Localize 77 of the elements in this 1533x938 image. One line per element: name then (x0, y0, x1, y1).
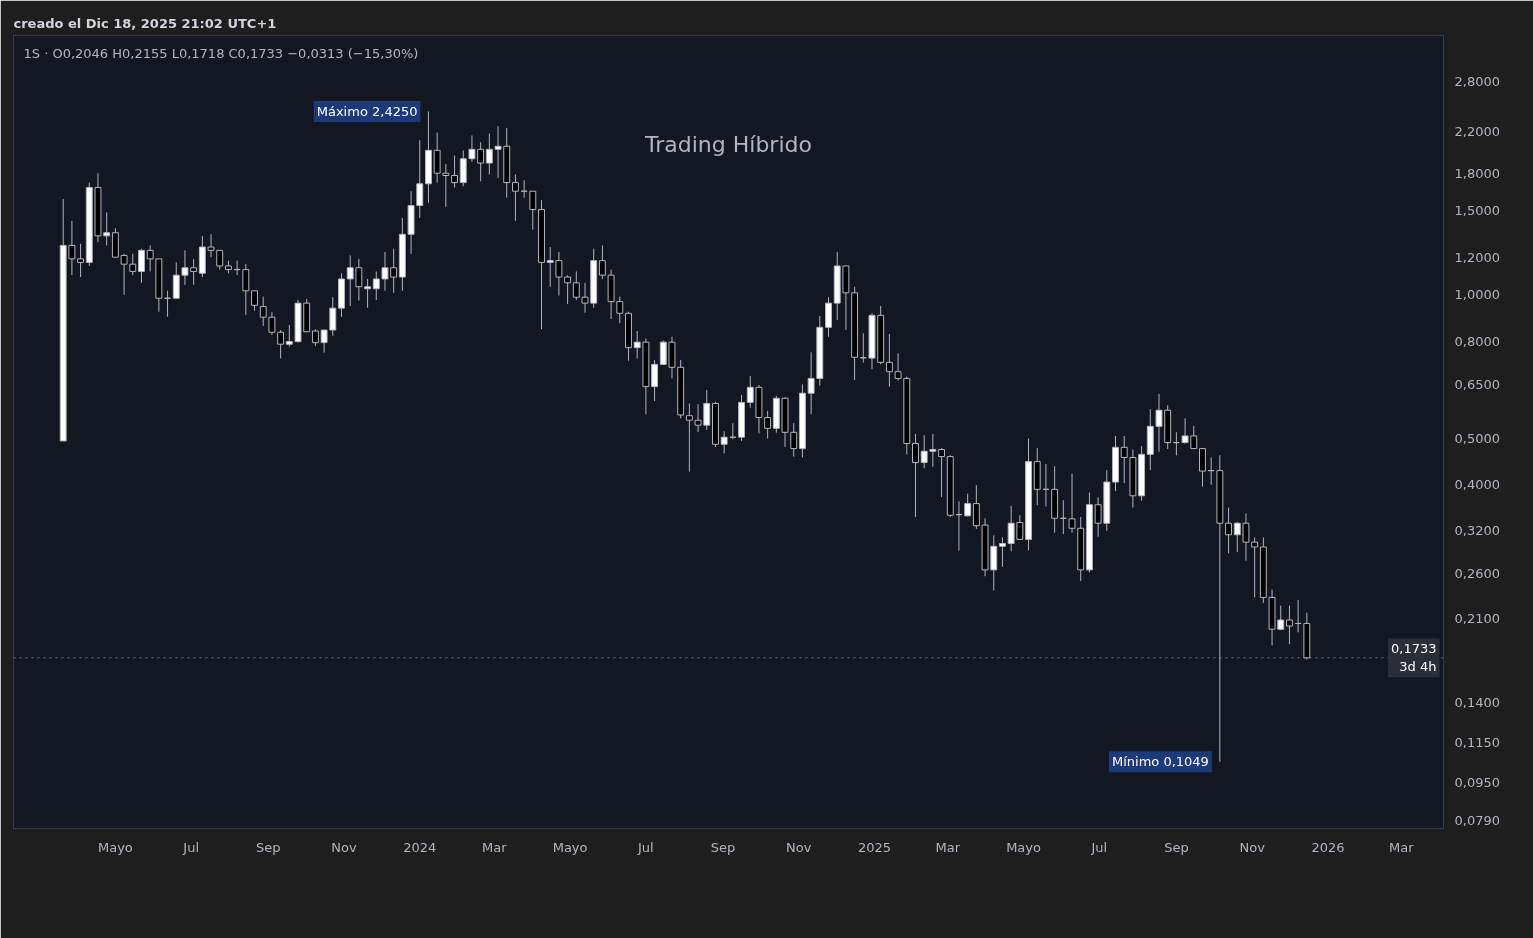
y-tick-label: 1,8000 (1454, 165, 1500, 181)
x-tick-label: Nov (331, 839, 357, 855)
x-tick-label: Jul (637, 839, 654, 855)
x-tick-label: Jul (182, 839, 200, 855)
candlestick (1285, 605, 1293, 645)
y-tick-label: 2,8000 (1454, 74, 1500, 90)
candlestick (1068, 473, 1076, 534)
x-tick-label: 2024 (403, 839, 437, 855)
x-tick-label: 2025 (857, 839, 892, 855)
y-tick-label: 0,5000 (1454, 430, 1500, 446)
x-tick-label: Mar (482, 839, 508, 855)
candlestick (268, 311, 276, 336)
x-tick-label: Jul (1090, 839, 1108, 855)
candlestick (129, 253, 137, 276)
candlestick (364, 278, 372, 309)
x-tick-label: Mayo (552, 839, 588, 855)
candlestick (529, 190, 537, 231)
x-tick-label: Nov (1239, 839, 1266, 855)
candlestick (216, 249, 224, 271)
text: 1S · O0,2046 H0,2155 L0,1718 C0,1733 −0,0313 (−15,30%) (23, 45, 419, 61)
candlestick (651, 359, 659, 402)
y-tick-label: 0,0950 (1454, 774, 1500, 790)
candlestick (251, 290, 258, 312)
candlestick (912, 433, 919, 518)
candlestick (885, 333, 893, 388)
y-tick-label: 0,6500 (1454, 376, 1500, 392)
candlestick (920, 434, 928, 469)
candlestick (964, 493, 972, 517)
annotation: Mínimo 0,1049 (1111, 754, 1209, 770)
candlestick (1251, 536, 1259, 598)
candlestick (146, 244, 154, 272)
candlestick (442, 163, 450, 208)
x-tick-label: Sep (710, 839, 736, 855)
y-tick-label: 0,1400 (1454, 694, 1500, 710)
candlestick (329, 296, 337, 337)
y-tick-label: 1,0000 (1454, 287, 1500, 303)
candlestick (433, 132, 441, 184)
candlestick (77, 243, 85, 278)
candlestick (998, 536, 1006, 568)
y-tick-label: 0,4000 (1454, 477, 1500, 493)
text: creado el Dic 18, 2025 21:02 UTC+1 (13, 15, 277, 31)
y-tick-label: 0,8000 (1454, 333, 1500, 349)
text: Trading Híbrido (644, 131, 812, 157)
candlestick (485, 133, 493, 175)
candlestick (172, 261, 180, 300)
y-tick-label: 0,2600 (1454, 566, 1500, 582)
annotation: Máximo 2,4250 (316, 103, 418, 119)
y-tick-label: 1,2000 (1454, 249, 1500, 265)
candlestick (720, 430, 728, 454)
candlestick (564, 274, 572, 305)
y-tick-label: 2,2000 (1454, 124, 1500, 140)
candlestick (1199, 447, 1206, 488)
candlestick (929, 433, 937, 468)
candlestick (242, 263, 250, 316)
candlestick (790, 422, 798, 458)
x-tick-label: Mar (935, 839, 961, 855)
candlestick (511, 173, 519, 222)
candlestick (372, 270, 380, 301)
y-tick-label: 0,3200 (1454, 523, 1500, 539)
candlestick (1225, 507, 1233, 554)
ref-line-label: 0,1733 3d 4h (1391, 641, 1437, 675)
x-tick-label: Nov (786, 839, 812, 855)
x-tick-label: Mayo (97, 839, 133, 855)
x-tick-label: Sep (255, 839, 281, 855)
x-tick-label: Sep (1164, 839, 1189, 855)
y-tick-label: 0,2100 (1454, 610, 1500, 626)
x-tick-label: Mayo (1006, 839, 1042, 855)
candlestick (277, 329, 285, 359)
candlestick (938, 447, 946, 498)
candlestick (138, 248, 145, 284)
y-tick-label: 0,1150 (1454, 735, 1500, 751)
x-tick-label: Mar (1388, 839, 1415, 855)
y-tick-label: 0,0790 (1454, 812, 1500, 828)
candlestick (259, 296, 267, 327)
x-tick-label: 2026 (1311, 839, 1345, 855)
y-tick-label: 1,5000 (1454, 203, 1500, 219)
candlestick (451, 155, 459, 188)
